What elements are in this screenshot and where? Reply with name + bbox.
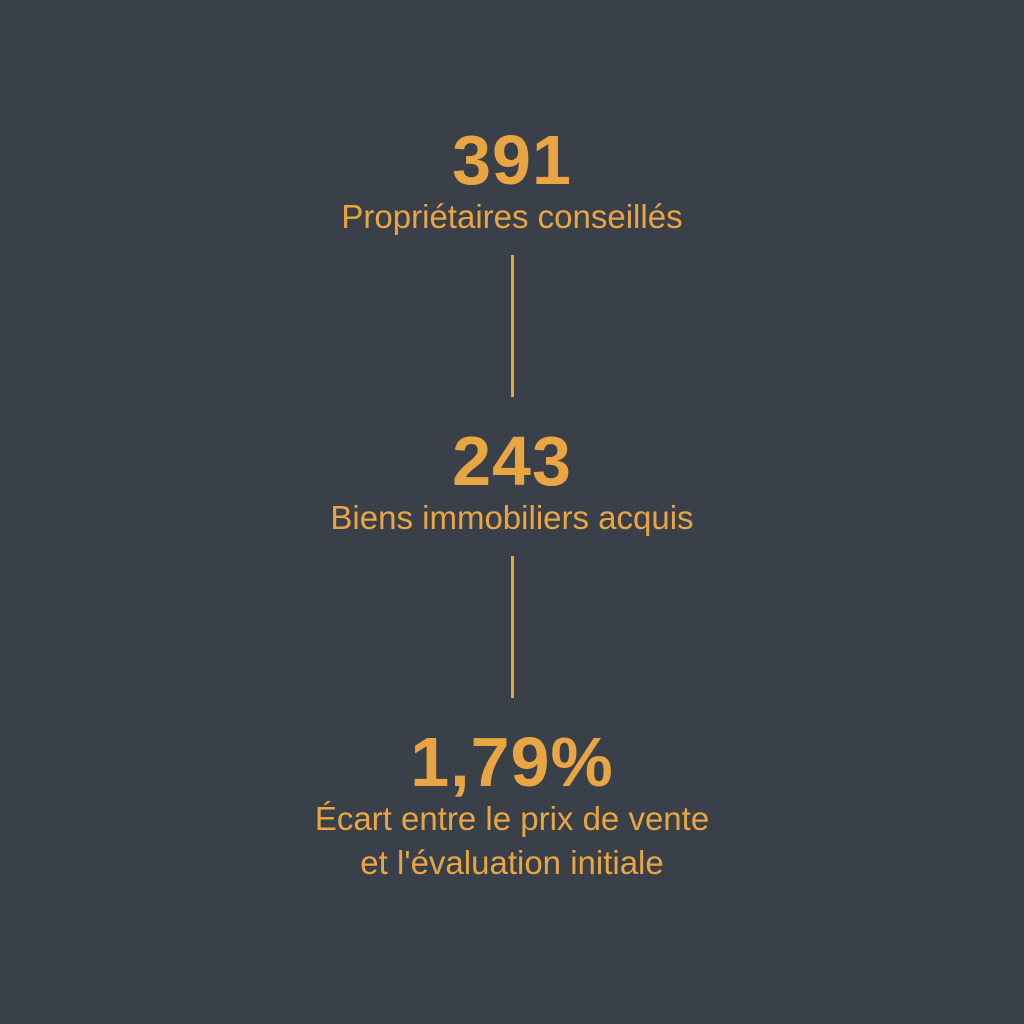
stat-value-properties: 243 bbox=[452, 422, 572, 500]
stat-value-owners: 391 bbox=[452, 121, 572, 199]
connector-line-2 bbox=[510, 556, 514, 698]
connector-line-1 bbox=[510, 255, 514, 397]
stat-label-owners: Propriétaires conseillés bbox=[341, 198, 683, 235]
stat-block-price-gap: 1,79% Écart entre le prix de vente et l'… bbox=[315, 727, 709, 885]
stat-block-properties: 243 Biens immobiliers acquis bbox=[330, 426, 693, 540]
stat-block-owners: 391 Propriétaires conseillés bbox=[341, 125, 682, 239]
stat-label-price-gap: Écart entre le prix de vente et l'évalua… bbox=[314, 800, 710, 881]
stat-value-price-gap: 1,79% bbox=[410, 723, 614, 801]
stat-label-properties: Biens immobiliers acquis bbox=[330, 499, 694, 536]
